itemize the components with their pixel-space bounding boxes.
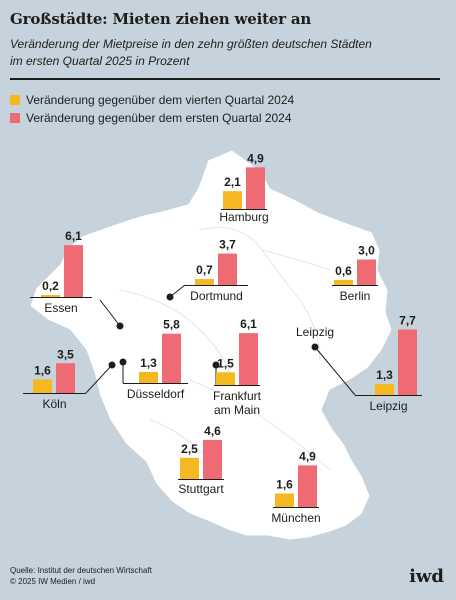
data-label: 3,0	[358, 244, 375, 258]
leipzig-map-label: Leipzig	[296, 325, 334, 339]
bar-q4	[41, 295, 60, 297]
data-label: 4,9	[299, 449, 316, 463]
source-note: Quelle: Institut der deutschen Wirtschaf…	[10, 565, 152, 587]
bar-q4	[195, 279, 214, 285]
data-label: 4,9	[247, 151, 264, 165]
subtitle-line-1: Veränderung der Mietpreise in den zehn g…	[10, 37, 372, 51]
city-label: Düsseldorf	[127, 387, 185, 401]
bar-q4	[180, 457, 199, 479]
bar-q4	[375, 383, 394, 395]
bar-group-berlin: 0,6 3,0 Berlin	[332, 244, 378, 303]
data-label: 0,6	[335, 264, 352, 278]
city-label: Essen	[44, 301, 77, 315]
bar-group-hamburg: 2,1 4,9 Hamburg	[219, 151, 268, 224]
legend-item-q1: Veränderung gegenüber dem ersten Quartal…	[10, 111, 292, 125]
bar-q1	[357, 259, 376, 285]
city-location-dot	[311, 343, 319, 351]
legend-item-q4: Veränderung gegenüber dem vierten Quarta…	[10, 93, 294, 107]
bar-q1	[298, 465, 317, 507]
connector-line	[99, 299, 121, 327]
bar-q4	[334, 279, 353, 285]
city-label: am Main	[214, 403, 260, 417]
city-label: Frankfurt	[213, 389, 262, 403]
data-label: 0,2	[42, 279, 59, 293]
city-label: Stuttgart	[178, 482, 224, 496]
chart-title: Großstädte: Mieten ziehen weiter an	[10, 10, 312, 28]
connector-line	[314, 346, 356, 396]
data-label: 6,1	[240, 317, 257, 331]
city-label: Köln	[42, 397, 66, 411]
data-label: 3,5	[57, 347, 74, 361]
data-label: 1,6	[34, 363, 51, 377]
bar-group-essen: 0,2 6,1 Essen	[30, 229, 92, 315]
source-line-1: Quelle: Institut der deutschen Wirtschaf…	[10, 566, 152, 575]
chart-subtitle: Veränderung der Mietpreise in den zehn g…	[10, 36, 446, 70]
legend-label-q1: Veränderung gegenüber dem ersten Quartal…	[26, 111, 292, 125]
bar-q1	[218, 253, 237, 285]
data-label: 4,6	[204, 424, 221, 438]
source-line-2: © 2025 IW Medien / iwd	[10, 577, 96, 586]
bar-q4	[216, 372, 235, 385]
bar-q4	[275, 493, 294, 507]
bar-group-münchen: 1,6 4,9 München	[271, 449, 320, 525]
bar-q1	[246, 167, 265, 209]
data-label: 5,8	[163, 318, 180, 332]
legend-swatch-q1	[10, 113, 20, 123]
city-location-dot	[119, 358, 127, 366]
city-location-dot	[116, 322, 124, 330]
data-label: 1,3	[376, 368, 393, 382]
bar-q4	[33, 379, 52, 393]
title-divider	[10, 78, 440, 80]
bar-group-stuttgart: 2,5 4,6 Stuttgart	[178, 424, 224, 496]
bar-q1	[162, 333, 181, 383]
data-label: 1,6	[276, 477, 293, 491]
legend-swatch-q4	[10, 95, 20, 105]
iwd-logo: iwd	[409, 566, 444, 587]
bar-q1	[239, 333, 258, 385]
bar-q1	[64, 245, 83, 297]
bar-q1	[203, 439, 222, 479]
bar-q1	[56, 363, 75, 393]
city-label: Berlin	[340, 289, 371, 303]
germany-map-shape	[29, 149, 393, 541]
data-label: 6,1	[65, 229, 82, 243]
bar-q4	[139, 371, 158, 383]
city-label: Leipzig	[369, 399, 407, 413]
city-label: München	[271, 511, 320, 525]
data-label: 2,5	[181, 442, 198, 456]
subtitle-line-2: im ersten Quartal 2025 in Prozent	[10, 54, 190, 68]
city-location-dot	[108, 361, 116, 369]
data-label: 0,7	[196, 263, 213, 277]
bar-q4	[223, 191, 242, 209]
data-label: 7,7	[399, 314, 416, 328]
bar-groups: 2,14,9Hamburg0,26,1Essen0,73,7Dortmund0,…	[23, 151, 422, 525]
bar-group-köln: 1,6 3,5 Köln	[23, 347, 86, 411]
bar-group-dortmund: 0,7 3,7 Dortmund	[185, 238, 248, 303]
city-label: Dortmund	[190, 289, 243, 303]
bar-q1	[398, 329, 417, 395]
connector-line	[85, 364, 113, 394]
legend-label-q4: Veränderung gegenüber dem vierten Quarta…	[26, 93, 295, 107]
city-location-dot	[166, 293, 174, 301]
data-label: 3,7	[219, 238, 236, 252]
data-label: 2,1	[224, 175, 241, 189]
bar-group-leipzig: 1,3 7,7 Leipzig	[355, 314, 422, 413]
data-label: 1,3	[140, 356, 157, 370]
data-label: 1,5	[217, 356, 234, 370]
city-location-dot	[212, 361, 220, 369]
bar-group-düsseldorf: 1,3 5,8 Düsseldorf	[123, 318, 188, 401]
city-label: Hamburg	[219, 210, 268, 224]
